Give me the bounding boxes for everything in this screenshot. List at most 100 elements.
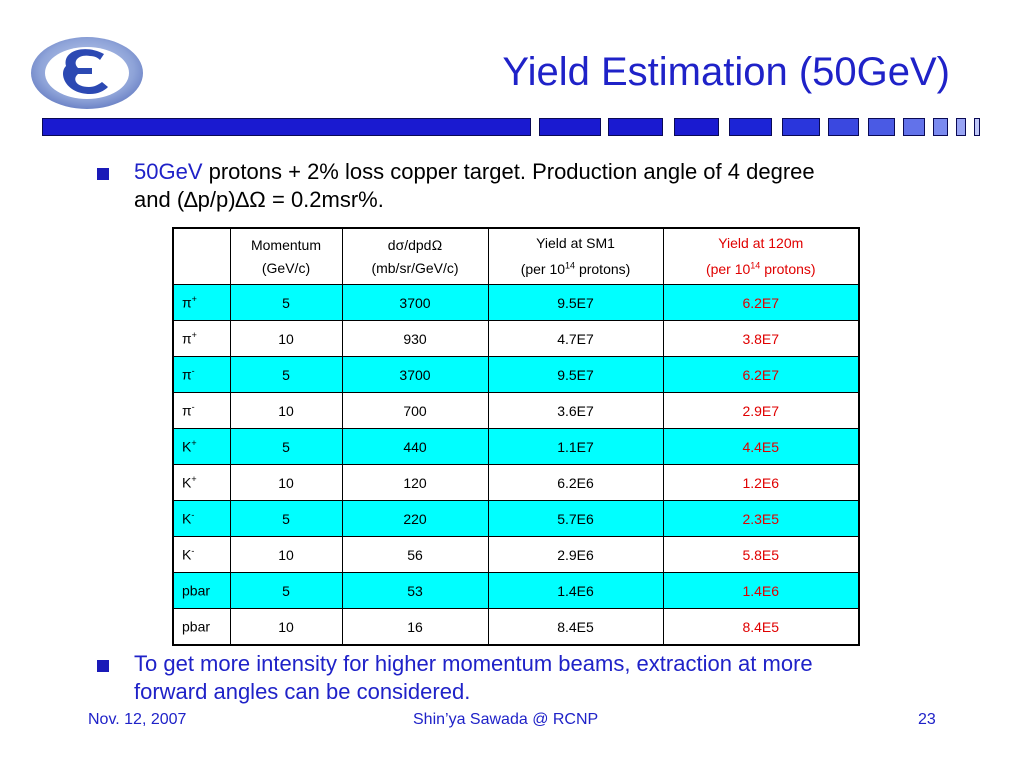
cell-particle: K+ xyxy=(172,428,231,465)
cell-momentum: 10 xyxy=(229,536,343,573)
divider-block xyxy=(956,118,966,136)
particle-symbol: K xyxy=(182,438,192,455)
energy-highlight: 50GeV xyxy=(134,159,203,184)
cell-particle: π- xyxy=(172,356,231,393)
particle-symbol: π xyxy=(182,294,192,311)
header-label: Yield at SM1 xyxy=(536,234,615,251)
table-row: π+ 5 3700 9.5E7 6.2E7 xyxy=(172,284,860,321)
particle-charge: - xyxy=(191,366,195,377)
header-yield-sm1: Yield at SM1 (per 1014 protons) xyxy=(487,227,664,285)
cell-yield-120m: 5.8E5 xyxy=(662,536,860,573)
cell-cross-section: 440 xyxy=(341,428,489,465)
table-row: pbar 5 53 1.4E6 1.4E6 xyxy=(172,572,860,609)
cell-cross-section: 16 xyxy=(341,608,489,646)
table-row: K+ 5 440 1.1E7 4.4E5 xyxy=(172,428,860,465)
cell-cross-section: 120 xyxy=(341,464,489,501)
divider-block xyxy=(674,118,719,136)
cell-yield-120m: 2.9E7 xyxy=(662,392,860,429)
bullet-line: forward angles can be considered. xyxy=(134,679,471,704)
particle-charge: - xyxy=(191,510,195,521)
header-cross-section: dσ/dpdΩ (mb/sr/GeV/c) xyxy=(341,227,489,285)
divider-block xyxy=(974,118,980,136)
bullet-line: To get more intensity for higher momentu… xyxy=(134,651,813,676)
cell-yield-120m: 6.2E7 xyxy=(662,356,860,393)
particle-charge: + xyxy=(191,294,197,305)
cell-momentum: 5 xyxy=(229,500,343,537)
footer-page-number: 23 xyxy=(918,711,936,728)
header-yield-120m: Yield at 120m (per 1014 protons) xyxy=(662,227,860,285)
cell-cross-section: 930 xyxy=(341,320,489,357)
slide-title: Yield Estimation (50GeV) xyxy=(502,50,950,94)
cell-momentum: 5 xyxy=(229,428,343,465)
cell-yield-sm1: 5.7E6 xyxy=(487,500,664,537)
cell-cross-section: 53 xyxy=(341,572,489,609)
bullet-marker xyxy=(97,168,109,180)
bullet-marker xyxy=(97,660,109,672)
cell-particle: π+ xyxy=(172,284,231,321)
bullet-text: 50GeV protons + 2% loss copper target. P… xyxy=(134,158,815,214)
cell-particle: pbar xyxy=(172,608,231,646)
bullet-text: To get more intensity for higher momentu… xyxy=(134,650,813,706)
table-row: pbar 10 16 8.4E5 8.4E5 xyxy=(172,608,860,646)
particle-symbol: K xyxy=(182,546,192,563)
cell-yield-sm1: 6.2E6 xyxy=(487,464,664,501)
particle-charge: + xyxy=(191,330,197,341)
divider-block xyxy=(868,118,895,136)
unit-text: protons) xyxy=(575,261,631,278)
table-row: π- 5 3700 9.5E7 6.2E7 xyxy=(172,356,860,393)
cell-cross-section: 220 xyxy=(341,500,489,537)
yield-table: Momentum (GeV/c) dσ/dpdΩ (mb/sr/GeV/c) Y… xyxy=(172,227,860,646)
header-label: Momentum xyxy=(250,236,322,253)
particle-charge: + xyxy=(191,438,197,449)
table-row: π- 10 700 3.6E7 2.9E7 xyxy=(172,392,860,429)
particle-symbol: K xyxy=(182,510,192,527)
particle-charge: - xyxy=(191,402,195,413)
cell-particle: K- xyxy=(172,500,231,537)
particle-symbol: pbar xyxy=(182,582,211,599)
cell-yield-sm1: 3.6E7 xyxy=(487,392,664,429)
cell-particle: pbar xyxy=(172,572,231,609)
bullet-line: and (∆p/p)∆Ω = 0.2msr%. xyxy=(134,187,384,212)
table-row: K+ 10 120 6.2E6 1.2E6 xyxy=(172,464,860,501)
divider-block xyxy=(729,118,772,136)
epsilon-logo-icon xyxy=(31,37,143,109)
unit-text: (per 10 xyxy=(520,261,566,278)
cell-yield-sm1: 9.5E7 xyxy=(487,284,664,321)
footer-date: Nov. 12, 2007 xyxy=(88,711,187,728)
particle-symbol: pbar xyxy=(182,618,211,635)
unit-exponent: 14 xyxy=(565,260,576,271)
cell-cross-section: 56 xyxy=(341,536,489,573)
cell-particle: π+ xyxy=(172,320,231,357)
cell-yield-120m: 1.4E6 xyxy=(662,572,860,609)
cell-yield-sm1: 4.7E7 xyxy=(487,320,664,357)
header-momentum: Momentum (GeV/c) xyxy=(229,227,343,285)
header-unit: (per 1014 protons) xyxy=(520,260,631,278)
table-row: π+ 10 930 4.7E7 3.8E7 xyxy=(172,320,860,357)
table-header-row: Momentum (GeV/c) dσ/dpdΩ (mb/sr/GeV/c) Y… xyxy=(172,227,860,285)
header-label: Yield at 120m xyxy=(718,234,804,251)
divider-block xyxy=(828,118,859,136)
bullet-line: protons + 2% loss copper target. Product… xyxy=(202,159,815,184)
header-label: dσ/dpdΩ xyxy=(387,236,443,253)
cell-yield-120m: 6.2E7 xyxy=(662,284,860,321)
cell-yield-120m: 4.4E5 xyxy=(662,428,860,465)
footer-author: Shin’ya Sawada @ RCNP xyxy=(413,711,599,728)
cell-particle: K+ xyxy=(172,464,231,501)
cell-cross-section: 700 xyxy=(341,392,489,429)
cell-momentum: 5 xyxy=(229,356,343,393)
cell-yield-sm1: 2.9E6 xyxy=(487,536,664,573)
cell-yield-120m: 3.8E7 xyxy=(662,320,860,357)
cell-momentum: 10 xyxy=(229,464,343,501)
particle-symbol: π xyxy=(182,330,192,347)
cell-cross-section: 3700 xyxy=(341,284,489,321)
unit-text: (per 10 xyxy=(705,261,751,278)
particle-symbol: π xyxy=(182,366,192,383)
unit-exponent: 14 xyxy=(750,260,761,271)
table-row: K- 5 220 5.7E6 2.3E5 xyxy=(172,500,860,537)
cell-particle: K- xyxy=(172,536,231,573)
cell-momentum: 10 xyxy=(229,320,343,357)
cell-yield-120m: 8.4E5 xyxy=(662,608,860,646)
cell-yield-sm1: 9.5E7 xyxy=(487,356,664,393)
cell-momentum: 10 xyxy=(229,392,343,429)
title-divider-bar xyxy=(42,118,982,136)
